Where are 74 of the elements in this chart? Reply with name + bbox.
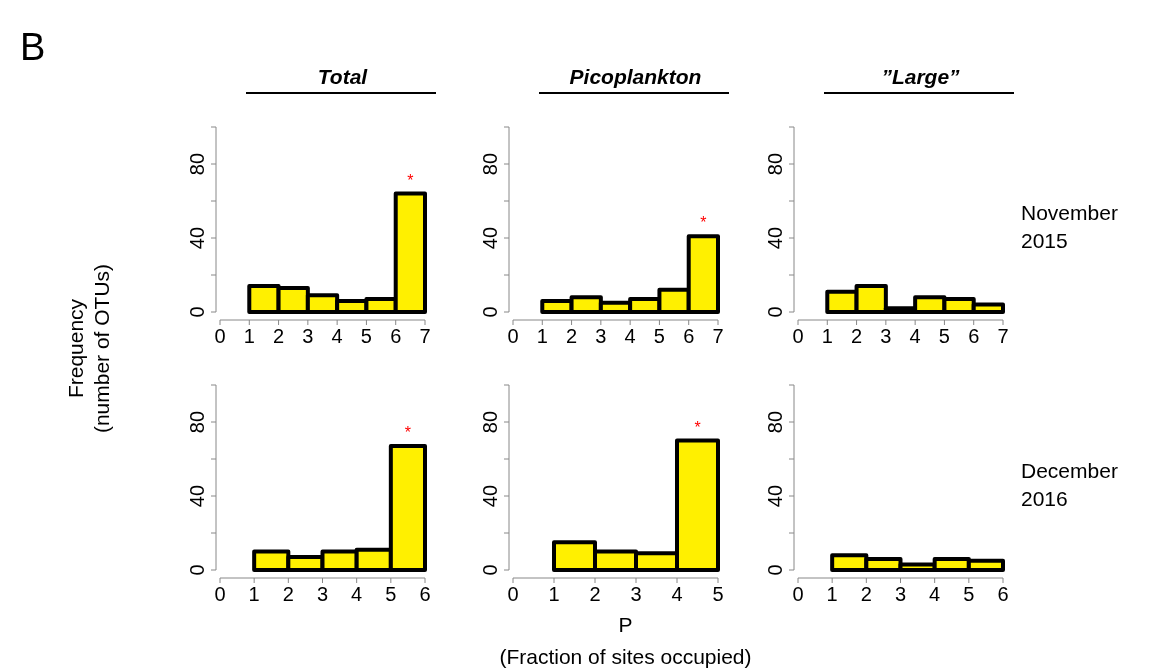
x-tick-label: 5 <box>712 583 724 605</box>
x-tick-label: 2 <box>589 583 601 605</box>
x-tick-label: 3 <box>880 325 892 347</box>
x-tick-label: 0 <box>792 325 804 347</box>
x-tick-label: 3 <box>316 583 329 605</box>
x-tick-label: 2 <box>273 325 285 347</box>
chart-title: Picoplankton <box>569 65 702 88</box>
x-tick-label: 6 <box>997 583 1009 605</box>
x-tick-label: 7 <box>419 325 431 347</box>
x-tick-label: 3 <box>302 325 314 347</box>
x-tick-label: 4 <box>909 325 921 347</box>
text: B <box>20 26 46 68</box>
x-tick-label: 4 <box>671 583 683 605</box>
annotation: * <box>404 424 412 442</box>
annotation: * <box>407 171 414 189</box>
x-tick-label: 0 <box>792 583 804 605</box>
y-tick-label: 80 <box>479 152 501 176</box>
x-tick-label: 5 <box>938 325 950 347</box>
x-tick-label: 4 <box>624 325 636 347</box>
x-tick-label: 4 <box>351 583 363 605</box>
y-tick-label: 0 <box>186 306 208 318</box>
annotation: * <box>700 214 707 232</box>
y-tick-label: 80 <box>764 410 786 434</box>
x-tick-label: 5 <box>385 583 397 605</box>
x-tick-label: 6 <box>390 325 402 347</box>
text: November 2015 <box>1021 200 1118 252</box>
x-tick-label: 4 <box>331 325 343 347</box>
y-tick-label: 40 <box>479 226 501 250</box>
chart-title: Total <box>317 65 369 88</box>
y-tick-label: 0 <box>764 564 786 576</box>
y-tick-label: 80 <box>186 152 208 176</box>
chart-title: ”Large” <box>881 65 961 88</box>
y-tick-label: 40 <box>764 226 786 250</box>
x-tick-label: 1 <box>536 325 548 347</box>
x-tick-label: 6 <box>683 325 695 347</box>
x-tick-label: 2 <box>566 325 578 347</box>
x-tick-label: 1 <box>243 325 255 347</box>
x-tick-label: 7 <box>997 325 1009 347</box>
x-tick-label: 3 <box>894 583 907 605</box>
y-tick-label: 40 <box>186 226 208 250</box>
y-tick-label: 40 <box>479 484 501 508</box>
x-tick-label: 6 <box>968 325 980 347</box>
x-tick-label: 1 <box>826 583 838 605</box>
x-tick-label: 0 <box>507 325 519 347</box>
x-tick-label: 2 <box>860 583 872 605</box>
y-tick-label: 80 <box>764 152 786 176</box>
y-tick-label: 40 <box>764 484 786 508</box>
x-tick-label: 3 <box>630 583 642 605</box>
x-tick-label: 0 <box>214 583 226 605</box>
x-tick-label: 7 <box>712 325 724 347</box>
y-tick-label: 0 <box>479 564 501 576</box>
y-tick-label: 0 <box>479 306 501 318</box>
x-tick-label: 1 <box>821 325 833 347</box>
x-tick-label: 5 <box>360 325 372 347</box>
text: December 2016 <box>1021 458 1118 510</box>
y-axis-title: Frequency (number of OTUs) <box>64 263 113 434</box>
y-tick-label: 0 <box>186 564 208 576</box>
y-tick-label: 0 <box>764 306 786 318</box>
annotation: * <box>694 418 701 436</box>
x-tick-label: 2 <box>851 325 863 347</box>
x-tick-label: 6 <box>419 583 431 605</box>
x-axis-title: P (Fraction of sites occupied) <box>499 613 752 668</box>
y-tick-label: 80 <box>186 410 208 434</box>
x-tick-label: 1 <box>548 583 560 605</box>
x-tick-label: 1 <box>248 583 260 605</box>
x-tick-label: 3 <box>595 325 607 347</box>
x-tick-label: 0 <box>214 325 226 347</box>
x-tick-label: 5 <box>963 583 975 605</box>
x-tick-label: 5 <box>653 325 665 347</box>
y-tick-label: 80 <box>479 410 501 434</box>
y-tick-label: 40 <box>186 484 208 508</box>
x-tick-label: 2 <box>282 583 294 605</box>
x-tick-label: 4 <box>929 583 941 605</box>
x-tick-label: 0 <box>507 583 519 605</box>
